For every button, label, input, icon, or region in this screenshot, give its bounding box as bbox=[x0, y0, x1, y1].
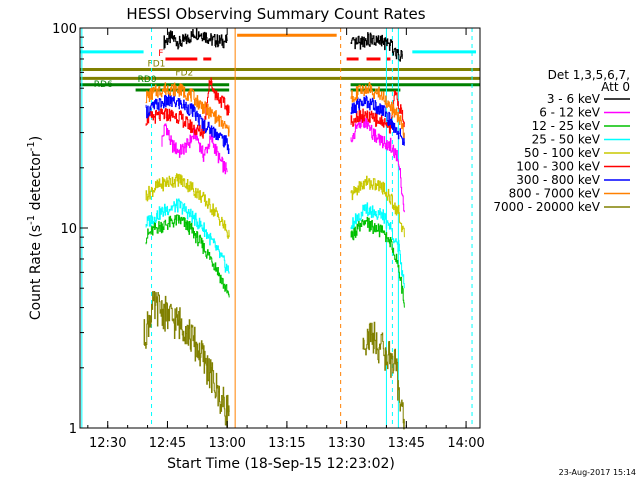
reference-lines bbox=[80, 33, 477, 54]
series-line-4-0 bbox=[145, 173, 230, 239]
legend-label-2: 12 - 25 keV bbox=[532, 119, 601, 133]
y-tick-label-0: 1 bbox=[69, 422, 77, 437]
series-line-2-1 bbox=[350, 216, 405, 308]
legend-label-3: 25 - 50 keV bbox=[532, 133, 601, 147]
series-line-5-0 bbox=[145, 77, 230, 139]
x-tick-label-3: 13:15 bbox=[268, 436, 305, 451]
legend-label-6: 300 - 800 keV bbox=[516, 173, 600, 187]
y-axis-label: Count Rate (s-1 detector-1) bbox=[26, 136, 44, 320]
legend-label-1: 6 - 12 keV bbox=[539, 106, 601, 120]
series-line-4-1 bbox=[350, 175, 405, 238]
series-line-7-0 bbox=[145, 82, 230, 137]
x-axis-ticks: 12:30 12:45 13:00 13:15 13:30 13:45 14:00 bbox=[87, 28, 485, 451]
legend-title-line1: Det 1,3,5,6,7, bbox=[548, 68, 630, 82]
series-line-6-1 bbox=[350, 95, 405, 146]
legend-label-7: 800 - 7000 keV bbox=[509, 187, 601, 201]
vertical-markers bbox=[81, 28, 473, 428]
x-tick-label-1: 12:45 bbox=[149, 436, 186, 451]
legend-title-line2: Att 0 bbox=[601, 80, 630, 94]
series-line-7-1 bbox=[350, 81, 405, 139]
flag-label-rd6: RD6 bbox=[94, 80, 113, 90]
series-line-6-0 bbox=[145, 94, 230, 154]
flag-label-fd2: FD2 bbox=[175, 68, 193, 78]
legend-label-8: 7000 - 20000 keV bbox=[493, 200, 600, 214]
plot-frame bbox=[79, 27, 481, 429]
x-tick-label-0: 12:30 bbox=[89, 436, 126, 451]
series-line-8-1 bbox=[362, 321, 405, 430]
series-line-5-1 bbox=[350, 90, 405, 134]
x-axis-label: Start Time (18-Sep-15 12:23:02) bbox=[167, 456, 395, 472]
flag-label-fd1: FD1 bbox=[148, 60, 166, 70]
chart-title: HESSI Observing Summary Count Rates bbox=[126, 5, 425, 23]
x-tick-label-5: 13:45 bbox=[388, 436, 425, 451]
series-line-3-1 bbox=[350, 202, 405, 289]
legend-label-0: 3 - 6 keV bbox=[547, 92, 601, 106]
y-tick-label-2: 100 bbox=[52, 22, 77, 37]
y-tick-label-1: 10 bbox=[60, 222, 77, 237]
y-axis-ticks: 1 10 100 bbox=[52, 22, 88, 437]
series-line-0-0 bbox=[163, 27, 228, 50]
x-tick-label-6: 14:00 bbox=[447, 436, 484, 451]
series-line-2-0 bbox=[145, 214, 230, 298]
flag-label-rd0: RD0 bbox=[138, 75, 157, 85]
series-line-8-0 bbox=[143, 291, 230, 428]
series-line-1-1 bbox=[350, 115, 405, 213]
series-line-0-1 bbox=[350, 32, 403, 62]
flag-label-f: F bbox=[158, 49, 163, 59]
legend-label-4: 50 - 100 keV bbox=[524, 146, 601, 160]
x-tick-label-4: 13:30 bbox=[328, 436, 365, 451]
series-line-3-0 bbox=[145, 198, 230, 274]
x-tick-label-2: 13:00 bbox=[208, 436, 245, 451]
footer-date: 23-Aug-2017 15:14 bbox=[559, 468, 636, 477]
legend-label-5: 100 - 300 keV bbox=[516, 160, 600, 174]
series-lines bbox=[143, 27, 405, 430]
